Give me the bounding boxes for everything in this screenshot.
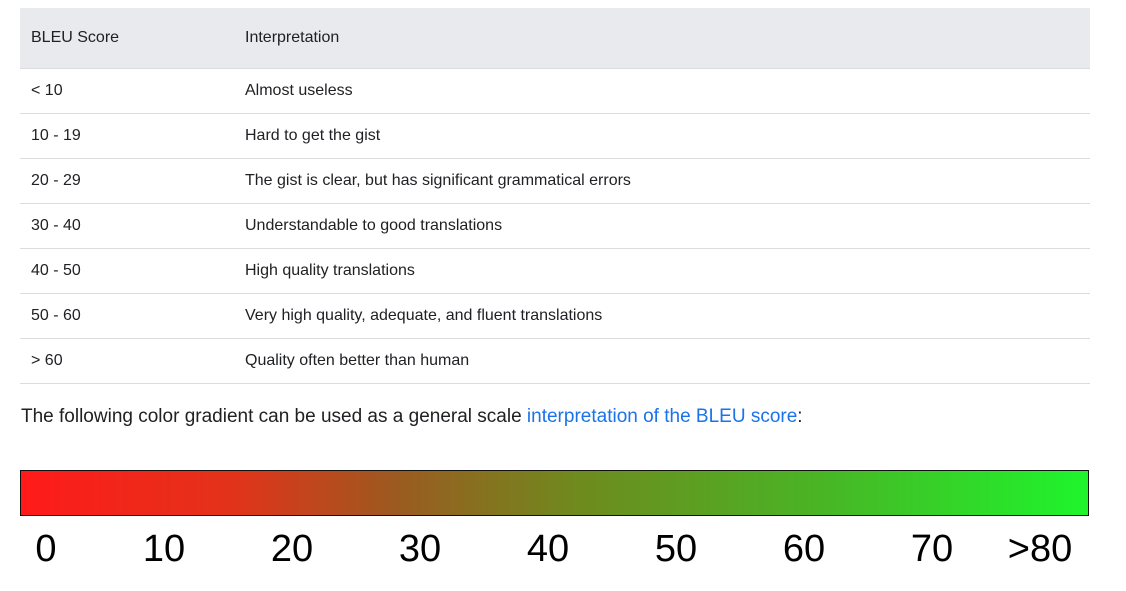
bleu-score-table: BLEU Score Interpretation < 10 Almost us… <box>20 8 1090 384</box>
score-cell: 10 - 19 <box>20 113 234 159</box>
interpretation-cell: Almost useless <box>234 68 1090 114</box>
caption-text: The following color gradient can be used… <box>21 406 527 427</box>
score-cell: 20 - 29 <box>20 158 234 204</box>
header-interpretation: Interpretation <box>234 8 1090 69</box>
scale-label-0: 0 <box>35 528 57 570</box>
table-row: 20 - 29 The gist is clear, but has signi… <box>20 158 1090 204</box>
score-cell: 50 - 60 <box>20 293 234 339</box>
interpretation-cell: High quality translations <box>234 248 1090 294</box>
scale-label-20: 20 <box>270 528 314 570</box>
scale-label-10: 10 <box>142 528 186 570</box>
scale-label-40: 40 <box>526 528 570 570</box>
scale-label-80-plus: >80 <box>1007 528 1073 570</box>
score-cell: > 60 <box>20 338 234 384</box>
table-row: 50 - 60 Very high quality, adequate, and… <box>20 293 1090 339</box>
table-row: < 10 Almost useless <box>20 68 1090 114</box>
header-bleu-score: BLEU Score <box>20 8 234 69</box>
interpretation-cell: The gist is clear, but has significant g… <box>234 158 1090 204</box>
table-header-row: BLEU Score Interpretation <box>20 8 1090 69</box>
interpretation-cell: Very high quality, adequate, and fluent … <box>234 293 1090 339</box>
gradient-caption: The following color gradient can be used… <box>21 406 803 428</box>
color-gradient-bar <box>20 470 1089 516</box>
caption-suffix: : <box>797 406 803 427</box>
score-cell: < 10 <box>20 68 234 114</box>
score-cell: 30 - 40 <box>20 203 234 249</box>
interpretation-cell: Hard to get the gist <box>234 113 1090 159</box>
score-cell: 40 - 50 <box>20 248 234 294</box>
table-row: > 60 Quality often better than human <box>20 338 1090 384</box>
bleu-interpretation-link[interactable]: interpretation of the BLEU score <box>526 406 798 427</box>
scale-label-50: 50 <box>654 528 698 570</box>
table-row: 10 - 19 Hard to get the gist <box>20 113 1090 159</box>
scale-label-60: 60 <box>782 528 826 570</box>
scale-label-30: 30 <box>398 528 442 570</box>
interpretation-cell: Understandable to good translations <box>234 203 1090 249</box>
table-row: 40 - 50 High quality translations <box>20 248 1090 294</box>
interpretation-cell: Quality often better than human <box>234 338 1090 384</box>
table-row: 30 - 40 Understandable to good translati… <box>20 203 1090 249</box>
scale-label-70: 70 <box>910 528 954 570</box>
